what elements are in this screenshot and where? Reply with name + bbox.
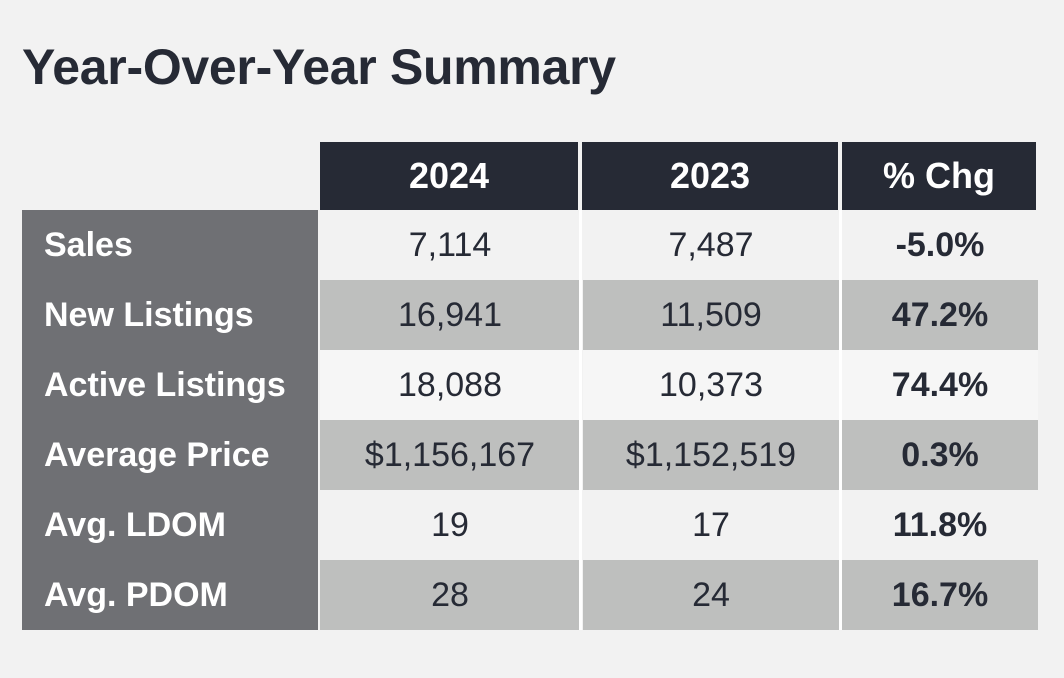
column-divider [579, 210, 582, 630]
cell-active-listings-2023: 10,373 [583, 350, 839, 420]
row-label-avg-pdom: Avg. PDOM [44, 575, 228, 614]
cell-avg-ldom-2023: 17 [583, 490, 839, 560]
cell-average-price-2024: $1,156,167 [320, 420, 580, 490]
column-divider [839, 210, 842, 630]
header-pct-chg: % Chg [842, 142, 1036, 210]
cell-sales-chg: -5.0% [842, 210, 1038, 280]
row-label-column: Sales New Listings Active Listings Avera… [22, 210, 318, 630]
row-label-sales: Sales [44, 225, 133, 264]
row-label-average-price: Average Price [44, 435, 270, 474]
cell-avg-ldom-2024: 19 [320, 490, 580, 560]
row-label-new-listings: New Listings [44, 295, 254, 334]
row-label-avg-ldom: Avg. LDOM [44, 505, 226, 544]
page-title: Year-Over-Year Summary [22, 39, 616, 95]
cell-avg-ldom-chg: 11.8% [842, 490, 1038, 560]
cell-new-listings-2024: 16,941 [320, 280, 580, 350]
cell-sales-2024: 7,114 [320, 210, 580, 280]
cell-average-price-2023: $1,152,519 [583, 420, 839, 490]
cell-new-listings-chg: 47.2% [842, 280, 1038, 350]
header-2023: 2023 [582, 142, 838, 210]
cell-sales-2023: 7,487 [583, 210, 839, 280]
header-2024: 2024 [320, 142, 578, 210]
summary-table: 2024 2023 % Chg Sales New Listings Activ… [22, 140, 1038, 630]
cell-new-listings-2023: 11,509 [583, 280, 839, 350]
cell-active-listings-2024: 18,088 [320, 350, 580, 420]
cell-avg-pdom-chg: 16.7% [842, 560, 1038, 630]
cell-avg-pdom-2024: 28 [320, 560, 580, 630]
cell-active-listings-chg: 74.4% [842, 350, 1038, 420]
row-label-active-listings: Active Listings [44, 365, 286, 404]
cell-average-price-chg: 0.3% [842, 420, 1038, 490]
cell-avg-pdom-2023: 24 [583, 560, 839, 630]
